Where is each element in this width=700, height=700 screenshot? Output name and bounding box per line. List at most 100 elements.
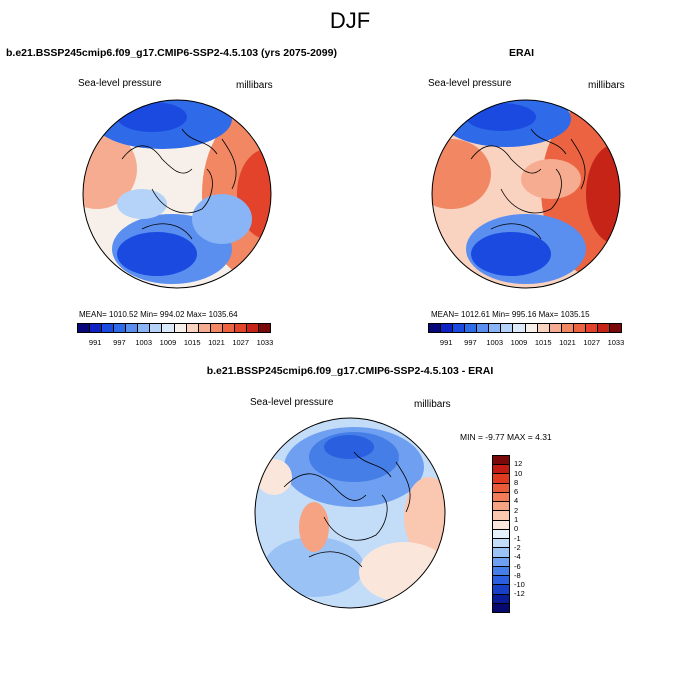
colorbar-tick-label: 1003 [135, 338, 153, 347]
colorbar-swatch [549, 324, 562, 332]
colorbar-tick-label: 1021 [559, 338, 576, 347]
left-panel-header: b.e21.BSSP245cmip6.f09_g17.CMIP6-SSP2-4.… [6, 47, 337, 59]
colorbar-tick-label: 991 [439, 338, 453, 347]
left-variable-label: Sea-level pressure [78, 78, 162, 89]
diff-polar-map [254, 417, 446, 609]
colorbar-tick-label: 997 [113, 338, 126, 347]
left-stats: MEAN= 1010.52 Min= 994.02 Max= 1035.64 [79, 310, 238, 319]
colorbar-swatch [501, 324, 514, 332]
colorbar-swatch [453, 324, 466, 332]
colorbar-tick-label: 10 [514, 468, 523, 478]
colorbar-tick-label: 1 [514, 515, 519, 525]
right-units-label: millibars [588, 80, 625, 91]
colorbar-swatch [493, 456, 509, 466]
colorbar-swatch [525, 324, 538, 332]
colorbar-swatch [246, 324, 259, 332]
colorbar-tick-label: 1009 [510, 338, 528, 347]
colorbar-swatch [493, 502, 509, 512]
left-units-label: millibars [236, 80, 273, 91]
colorbar-tick-label: 8 [514, 477, 519, 487]
colorbar-swatch [114, 324, 127, 332]
left-colorbar [77, 323, 271, 333]
colorbar-swatch [573, 324, 586, 332]
colorbar-swatch [493, 539, 509, 549]
colorbar-tick-label: 1027 [583, 338, 601, 347]
colorbar-swatch [489, 324, 502, 332]
diff-colorbar [492, 455, 510, 613]
colorbar-swatch [493, 511, 509, 521]
colorbar-tick-label: 1015 [183, 338, 201, 347]
right-panel-header: ERAI [509, 47, 535, 59]
diff-units-label: millibars [414, 399, 451, 410]
colorbar-tick-label: -6 [514, 561, 521, 571]
colorbar-swatch [78, 324, 91, 332]
colorbar-swatch [186, 324, 199, 332]
colorbar-swatch [210, 324, 223, 332]
colorbar-swatch [493, 520, 509, 530]
colorbar-swatch [441, 324, 454, 332]
colorbar-tick-label: -10 [514, 580, 525, 590]
colorbar-swatch [465, 324, 478, 332]
colorbar-tick-label: 1033 [256, 338, 274, 347]
colorbar-swatch [493, 492, 509, 503]
colorbar-tick-label: -1 [514, 533, 521, 543]
diff-variable-label: Sea-level pressure [250, 397, 334, 408]
colorbar-swatch [493, 576, 509, 586]
colorbar-tick-label: 6 [514, 487, 519, 497]
colorbar-swatch [150, 324, 163, 332]
diff-colorbar-ticks: 12 10 8 6 4 2 1 0 -1 -2 -4 -6 -8 -10 -12 [514, 455, 544, 613]
colorbar-tick-label: 2 [514, 505, 519, 515]
colorbar-tick-label: -2 [514, 542, 521, 552]
colorbar-tick-label: 991 [88, 338, 102, 347]
colorbar-swatch [222, 324, 235, 332]
colorbar-swatch [493, 566, 509, 577]
left-polar-map [82, 99, 272, 289]
colorbar-tick-label: 1009 [159, 338, 177, 347]
colorbar-swatch [493, 548, 509, 558]
colorbar-swatch [585, 324, 598, 332]
diff-stats: MIN = -9.77 MAX = 4.31 [460, 432, 552, 442]
colorbar-swatch [126, 324, 139, 332]
page-title: DJF [329, 8, 371, 33]
colorbar-swatch [477, 324, 490, 332]
colorbar-tick-label: 12 [514, 459, 523, 469]
diff-panel-header: b.e21.BSSP245cmip6.f09_g17.CMIP6-SSP2-4.… [206, 365, 494, 377]
colorbar-tick-label: 997 [464, 338, 477, 347]
colorbar-tick-label: 0 [514, 524, 519, 534]
colorbar-swatch [138, 324, 151, 332]
colorbar-tick-label: 1033 [607, 338, 625, 347]
colorbar-swatch [609, 324, 621, 332]
colorbar-swatch [429, 324, 442, 332]
colorbar-tick-label: -12 [514, 589, 525, 599]
colorbar-swatch [493, 557, 509, 567]
right-polar-map [431, 99, 621, 289]
colorbar-swatch [493, 594, 509, 604]
colorbar-swatch [561, 324, 574, 332]
colorbar-swatch [493, 474, 509, 484]
colorbar-tick-label: -4 [514, 552, 521, 562]
right-variable-label: Sea-level pressure [428, 78, 512, 89]
colorbar-tick-label: 1015 [534, 338, 552, 347]
colorbar-swatch [102, 324, 115, 332]
colorbar-swatch [90, 324, 103, 332]
colorbar-swatch [493, 529, 509, 540]
colorbar-swatch [537, 324, 550, 332]
colorbar-swatch [174, 324, 187, 332]
colorbar-swatch [258, 324, 270, 332]
right-colorbar [428, 323, 622, 333]
colorbar-swatch [234, 324, 247, 332]
colorbar-tick-label: -8 [514, 570, 521, 580]
colorbar-swatch [198, 324, 211, 332]
colorbar-tick-label: 4 [514, 496, 519, 506]
colorbar-swatch [493, 585, 509, 595]
colorbar-swatch [493, 483, 509, 493]
colorbar-tick-label: 1021 [208, 338, 225, 347]
colorbar-swatch [597, 324, 610, 332]
colorbar-swatch [162, 324, 175, 332]
colorbar-tick-label: 1027 [232, 338, 250, 347]
right-stats: MEAN= 1012.61 Min= 995.16 Max= 1035.15 [431, 310, 590, 319]
colorbar-swatch [513, 324, 526, 332]
colorbar-swatch [493, 603, 509, 612]
colorbar-tick-label: 1003 [486, 338, 504, 347]
colorbar-swatch [493, 465, 509, 475]
